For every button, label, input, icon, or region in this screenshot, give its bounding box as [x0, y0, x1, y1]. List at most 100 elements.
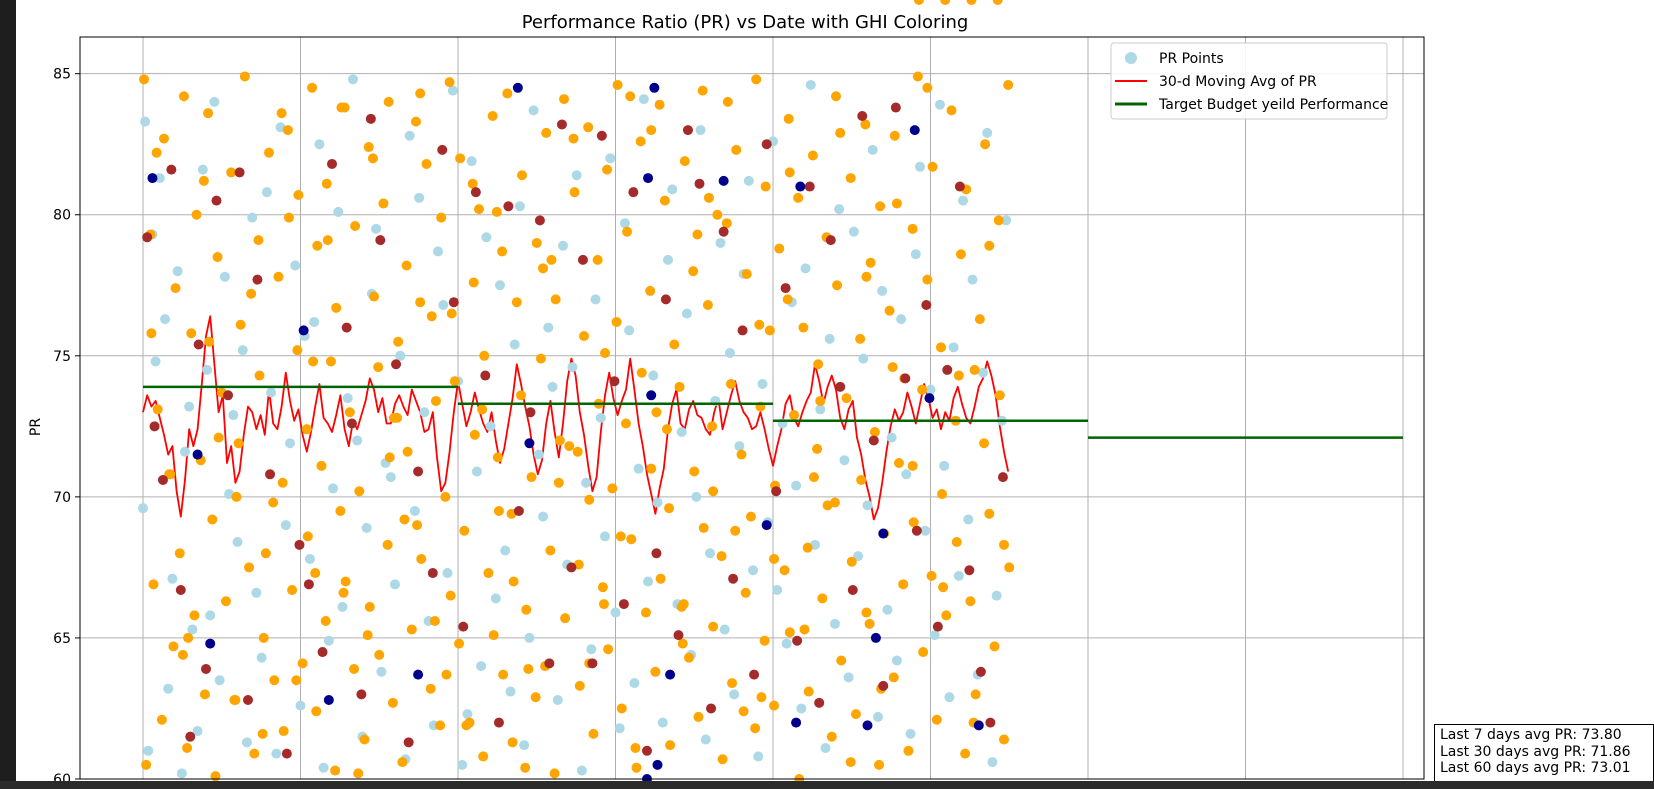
- pr-point: [159, 133, 169, 144]
- pr-point: [848, 226, 859, 237]
- pr-point: [646, 125, 657, 136]
- pr-point: [170, 283, 181, 294]
- pr-point: [317, 647, 328, 658]
- pr-point: [258, 632, 269, 643]
- pr-point: [676, 426, 687, 437]
- pr-point: [308, 356, 319, 367]
- pr-point: [736, 449, 747, 460]
- pr-point: [878, 528, 889, 539]
- pr-point: [841, 393, 852, 404]
- pr-point: [403, 737, 414, 748]
- pr-point: [401, 260, 412, 271]
- pr-point: [318, 762, 329, 773]
- pr-point: [731, 144, 742, 155]
- pr-point: [920, 525, 931, 536]
- pr-point: [590, 294, 601, 305]
- pr-point: [342, 393, 353, 404]
- pr-point: [143, 745, 154, 756]
- pr-point: [572, 446, 583, 457]
- pr-point: [793, 192, 804, 203]
- pr-point: [333, 206, 344, 217]
- pr-point: [978, 367, 988, 378]
- pr-point: [295, 700, 306, 711]
- pr-point: [455, 153, 466, 164]
- pr-point: [753, 751, 764, 762]
- pr-point: [387, 697, 398, 708]
- pr-point: [201, 663, 211, 674]
- pr-point: [174, 548, 185, 559]
- pr-point: [611, 316, 622, 327]
- target-budget-layer: [143, 385, 1403, 439]
- window-bottom-edge: [0, 781, 1654, 789]
- pr-point: [583, 122, 594, 133]
- pr-point: [932, 621, 943, 632]
- pr-point: [803, 686, 814, 697]
- pr-point: [291, 675, 302, 686]
- pr-point: [681, 308, 692, 319]
- pr-point: [875, 201, 886, 212]
- pr-point: [564, 441, 575, 452]
- pr-point: [832, 280, 843, 291]
- pr-point: [771, 486, 782, 497]
- pr-point: [905, 728, 916, 739]
- pr-point: [212, 252, 223, 263]
- pr-point: [151, 147, 162, 158]
- pr-point: [576, 765, 587, 776]
- pr-point: [642, 745, 652, 756]
- pr-point: [474, 204, 484, 215]
- pr-point: [579, 331, 589, 342]
- pr-point: [382, 539, 393, 550]
- pr-point: [815, 404, 826, 415]
- pr-point: [846, 556, 857, 567]
- pr-points-layer: [138, 0, 1015, 784]
- pr-point: [1001, 215, 1012, 226]
- pr-point: [409, 505, 420, 516]
- pr-point: [362, 630, 373, 641]
- pr-point: [954, 181, 965, 192]
- pr-point: [721, 218, 732, 229]
- pr-point: [553, 477, 564, 488]
- pr-point: [926, 570, 937, 581]
- pr-point: [252, 274, 263, 285]
- pr-point: [870, 632, 881, 643]
- pr-point: [383, 96, 394, 107]
- pr-point: [544, 658, 555, 669]
- pr-point: [157, 474, 168, 485]
- pr-point: [965, 596, 976, 607]
- pr-point: [815, 395, 826, 406]
- pr-point: [625, 91, 636, 102]
- pr-point: [942, 364, 953, 375]
- pr-point: [437, 144, 448, 155]
- pr-point: [600, 347, 610, 358]
- pr-point: [607, 483, 618, 494]
- pr-point: [298, 325, 309, 336]
- pr-point: [907, 460, 918, 471]
- pr-point: [987, 757, 998, 768]
- pr-point: [497, 246, 508, 257]
- pr-point: [273, 271, 284, 282]
- pr-point: [826, 731, 837, 742]
- pr-point: [610, 607, 621, 618]
- pr-point: [781, 638, 792, 649]
- pr-point: [459, 525, 470, 536]
- pr-point: [213, 432, 224, 443]
- pr-point: [303, 579, 314, 590]
- pr-point: [812, 443, 823, 454]
- pr-point: [364, 601, 375, 612]
- pr-point: [595, 412, 606, 423]
- pr-point: [261, 187, 272, 198]
- pr-point: [554, 435, 565, 446]
- pr-point: [650, 666, 661, 677]
- pr-point: [493, 717, 504, 728]
- pr-point: [955, 249, 966, 260]
- pr-point: [487, 110, 498, 121]
- pr-point: [889, 130, 900, 141]
- pr-point: [782, 294, 793, 305]
- pr-point: [187, 624, 198, 635]
- pr-point: [528, 105, 539, 116]
- pr-point: [922, 82, 933, 93]
- pr-point: [931, 714, 942, 725]
- pr-point: [843, 672, 854, 683]
- pr-point: [356, 689, 367, 700]
- y-tick-label: 65: [53, 631, 71, 647]
